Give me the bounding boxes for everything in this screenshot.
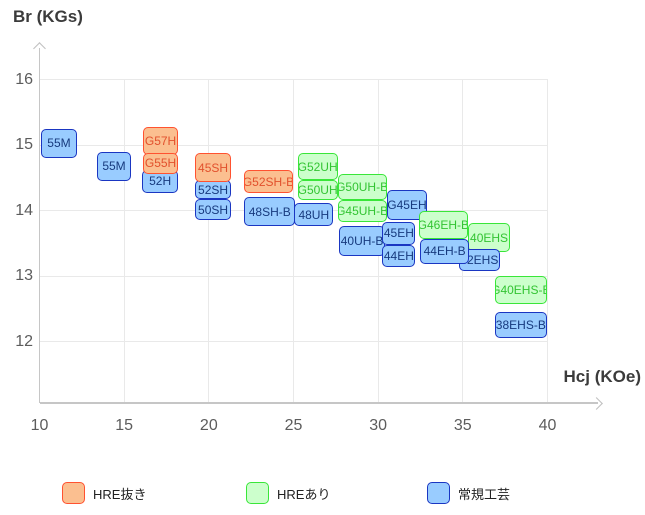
grade-box-44EH-B: 44EH-B <box>420 239 469 264</box>
grade-box-48SH-B: 48SH-B <box>244 197 296 227</box>
grade-box-50SH: 50SH <box>195 199 231 220</box>
x-tick-label: 20 <box>199 417 218 434</box>
y-axis-arrow-icon <box>33 42 46 55</box>
y-tick-label: 14 <box>15 201 33 219</box>
legend: HRE抜き HREあり 常規工芸 <box>0 482 645 506</box>
legend-label: 常規工芸 <box>458 486 511 502</box>
x-axis-arrow-icon <box>590 396 603 410</box>
grade-box-G52SH-B: G52SH-B <box>243 169 294 194</box>
grade-box-55M: 55M <box>97 151 131 182</box>
legend-item-standard[interactable]: 常規工芸 <box>427 482 510 504</box>
grade-box-40UH-B: 40UH-B <box>339 225 385 256</box>
legend-swatch-hre-added-icon <box>246 482 269 504</box>
grade-box-G50UH: G50UH <box>297 180 338 200</box>
x-tick-label: 40 <box>538 417 557 434</box>
grade-box-G45UH-B: G45UH-B <box>337 200 387 223</box>
x-tick-label: 15 <box>115 417 134 434</box>
legend-swatch-hre-removed-icon <box>62 482 85 504</box>
y-tick-label: 15 <box>15 136 33 153</box>
grade-box-52H: 52H <box>141 169 179 193</box>
grade-box-42EHS: 42EHS <box>458 249 501 272</box>
gridline-v <box>546 79 548 403</box>
grade-box-G50UH-B: G50UH-B <box>337 174 387 200</box>
gridline-v <box>123 79 125 403</box>
grade-box-45EH: 45EH <box>382 221 416 246</box>
legend-item-hre-removed[interactable]: HRE抜き <box>62 482 146 504</box>
y-axis-line <box>38 48 41 403</box>
x-axis-line <box>39 402 598 404</box>
gridline-v <box>292 79 294 403</box>
grade-box-40EHS: 40EHS <box>467 222 511 253</box>
x-axis-title: Hcj (KOe) <box>563 367 641 386</box>
legend-label: HREあり <box>277 486 331 502</box>
y-axis-title: Br (KGs) <box>13 7 83 26</box>
grade-box-G57H: G57H <box>142 126 179 155</box>
legend-label: HRE抜き <box>93 486 147 502</box>
grade-box-45SH: 45SH <box>195 152 231 183</box>
x-tick-label: 30 <box>369 417 388 434</box>
y-tick-label: 16 <box>15 70 33 88</box>
legend-swatch-standard-icon <box>427 482 450 504</box>
legend-item-hre-added[interactable]: HREあり <box>246 482 330 504</box>
gridline-v <box>208 79 210 403</box>
grade-box-G52UH: G52UH <box>297 152 338 181</box>
grade-box-44EH: 44EH <box>382 245 416 268</box>
grade-box-48UH: 48UH <box>294 203 334 227</box>
x-tick-label: 35 <box>453 417 472 434</box>
grade-box-G40EHS-B: G40EHS-B <box>494 276 547 304</box>
x-tick-label: 10 <box>30 417 49 434</box>
grade-box-38EHS-B: 38EHS-B <box>494 312 547 339</box>
x-tick-label: 25 <box>284 417 303 434</box>
y-tick-label: 13 <box>15 267 33 284</box>
grade-box-52SH: 52SH <box>195 180 231 199</box>
y-tick-label: 12 <box>15 332 33 350</box>
grade-box-G46EH-B: G46EH-B <box>418 210 468 240</box>
grade-box-55M: 55M <box>41 128 77 159</box>
grade-box-G55H: G55H <box>142 152 179 174</box>
